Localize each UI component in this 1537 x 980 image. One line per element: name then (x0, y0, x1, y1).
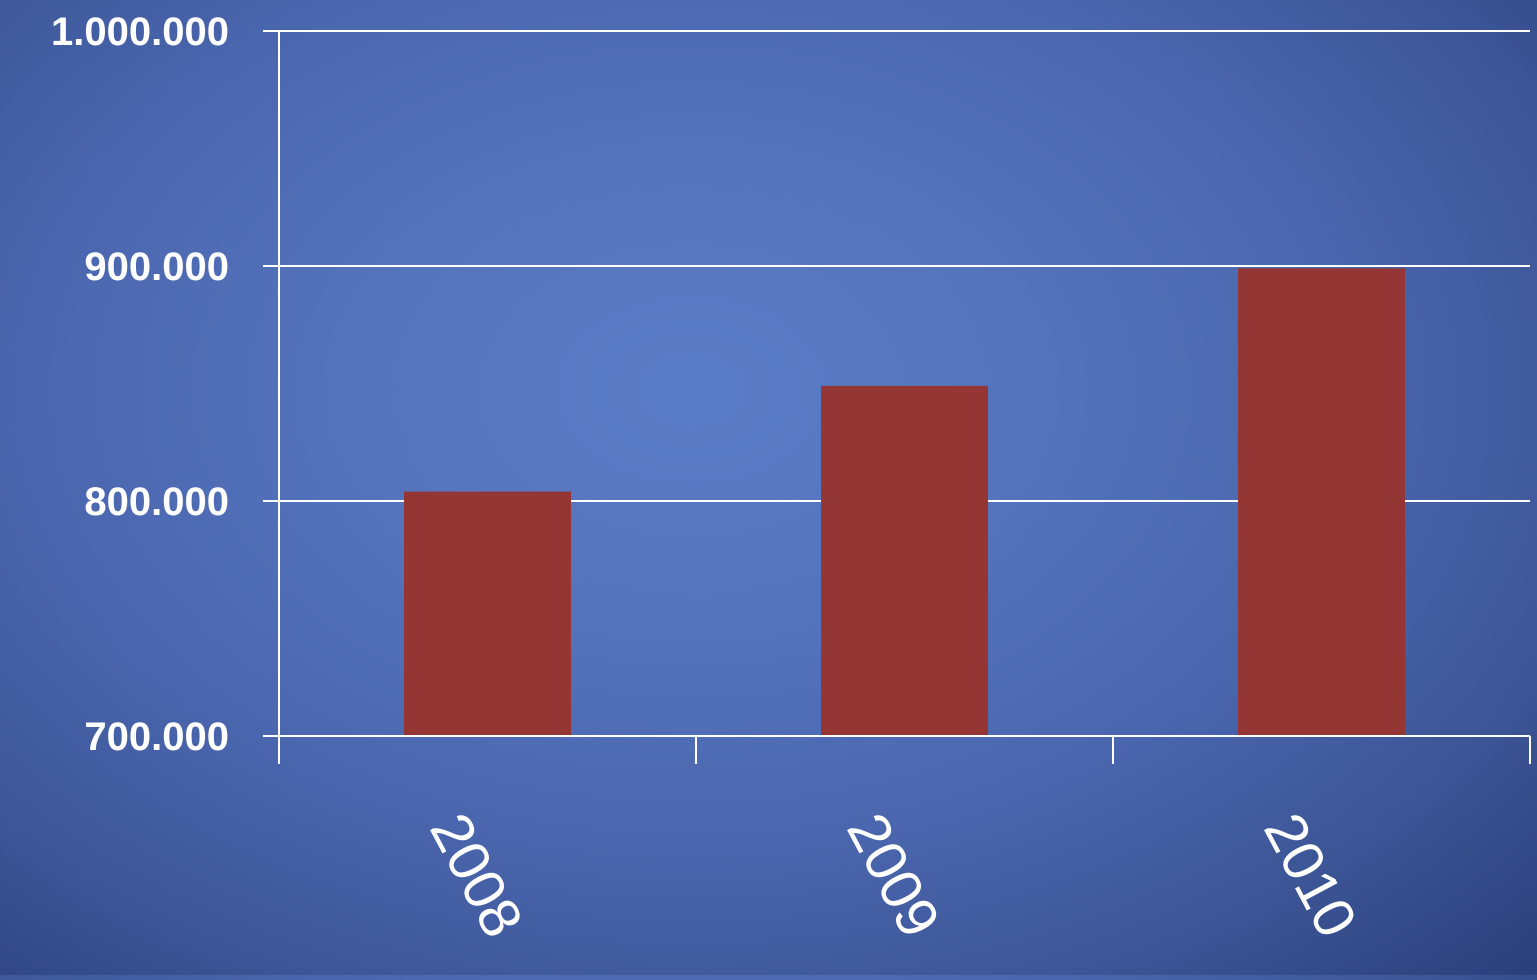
x-tick-label: 2009 (834, 803, 952, 947)
y-tick-label: 1.000.000 (51, 10, 229, 54)
y-tick-label: 800.000 (84, 480, 229, 524)
x-tick-label: 2010 (1251, 803, 1369, 947)
x-tick-labels: 2008 2009 2010 (417, 803, 1369, 947)
bars (404, 268, 1405, 736)
axes (263, 30, 1531, 764)
bar-2008 (404, 491, 571, 736)
y-tick-label: 900.000 (84, 245, 229, 289)
x-tick-label: 2008 (417, 803, 535, 947)
y-tick-labels: 700.000 800.000 900.000 1.000.000 (51, 10, 229, 759)
y-tick-label: 700.000 (84, 715, 229, 759)
bar-2010 (1238, 268, 1405, 736)
bar-2009 (821, 385, 988, 736)
